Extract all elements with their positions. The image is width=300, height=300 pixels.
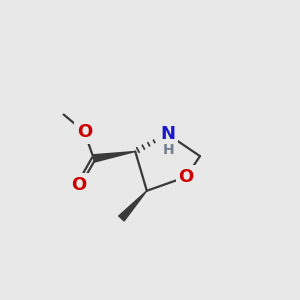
- Polygon shape: [119, 191, 147, 221]
- Polygon shape: [93, 152, 135, 162]
- Text: N: N: [160, 125, 175, 143]
- Text: H: H: [163, 143, 175, 157]
- Text: O: O: [77, 123, 92, 141]
- Text: O: O: [178, 168, 194, 186]
- Text: O: O: [71, 176, 86, 194]
